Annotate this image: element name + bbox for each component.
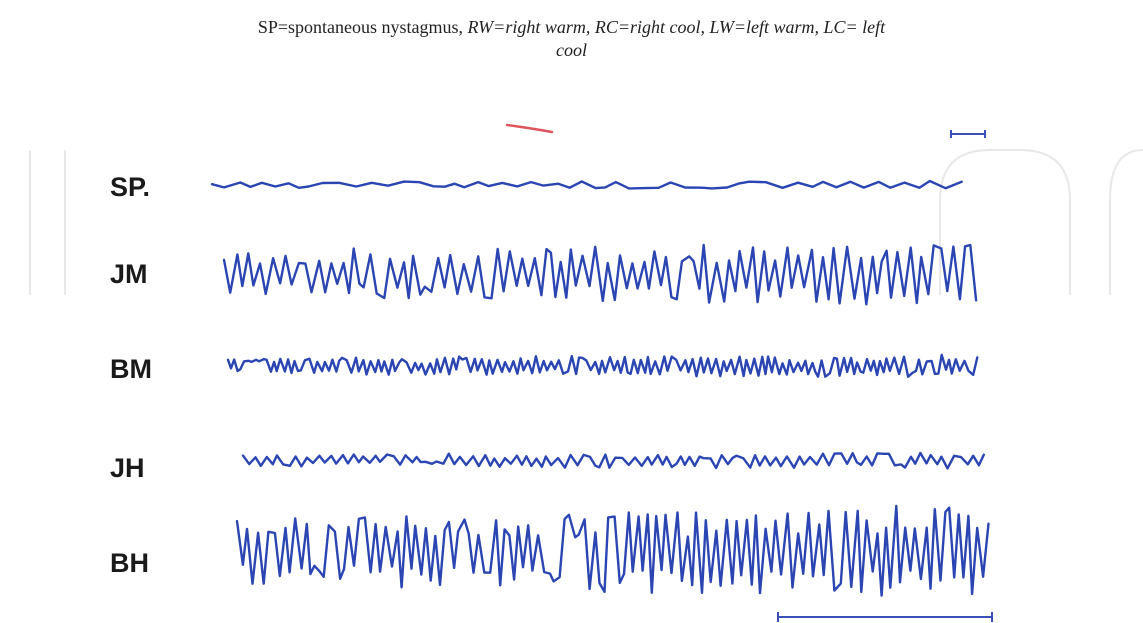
watermark-logo: [29, 149, 1143, 295]
caption-line2: cool: [556, 40, 587, 60]
trace-label-bh: BH: [110, 548, 149, 578]
red-mark: [505, 123, 554, 134]
watermark-stroke-3: [939, 149, 1071, 295]
caption-italic-text: RW=right warm, RC=right cool, LW=left wa…: [467, 17, 886, 37]
trace-jh: [241, 451, 985, 470]
scale-bar-top: [950, 130, 986, 138]
scale-bar-bottom: [777, 612, 993, 622]
caption-plain-text: SP=spontaneous nystagmus,: [257, 17, 468, 37]
trace-bm: [226, 353, 979, 378]
trace-sp: [210, 179, 963, 190]
trace-label-jm: JM: [110, 259, 148, 289]
trace-label-jh: JH: [110, 453, 145, 483]
trace-label-bm: BM: [110, 354, 152, 384]
watermark-stroke-4: [1109, 149, 1143, 295]
trace-jm: [222, 243, 978, 306]
figure-caption: SP=spontaneous nystagmus, RW=right warm,…: [0, 16, 1143, 62]
trace-bh: [235, 504, 990, 597]
trace-label-sp: SP.: [110, 172, 150, 202]
